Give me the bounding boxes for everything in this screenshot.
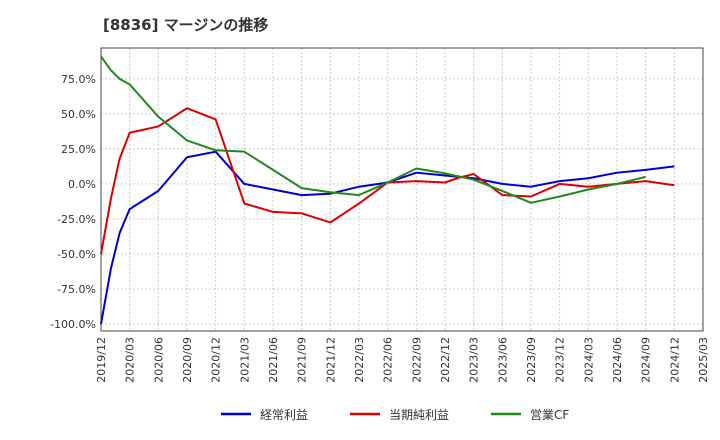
series-line-3: [100, 55, 646, 204]
x-tick-label: 2022/03: [353, 337, 366, 383]
x-tick-label: 2022/09: [410, 337, 423, 383]
x-tick-label: 2023/09: [525, 337, 538, 383]
x-tick-label: 2021/03: [238, 337, 251, 383]
y-tick-label: -100.0%: [50, 318, 96, 331]
x-tick-label: 2021/12: [324, 337, 337, 383]
x-tick-label: 2025/03: [697, 337, 710, 383]
y-tick-label: 75.0%: [61, 73, 96, 86]
y-tick-label: -50.0%: [57, 248, 96, 261]
y-tick-label: 0.0%: [68, 178, 96, 191]
chart-title: [8836] マージンの推移: [103, 16, 269, 34]
x-tick-label: 2022/12: [439, 337, 452, 383]
y-tick-label: 25.0%: [61, 143, 96, 156]
series-line-2: [100, 107, 675, 255]
plot-frame: [100, 47, 704, 332]
legend-label: 当期純利益: [389, 408, 449, 422]
x-tick-label: 2023/06: [496, 337, 509, 383]
x-tick-label: 2024/12: [668, 337, 681, 383]
x-tick-label: 2024/06: [611, 337, 624, 383]
x-tick-label: 2023/03: [468, 337, 481, 383]
x-tick-label: 2019/12: [95, 337, 108, 383]
legend-label: 営業CF: [530, 408, 569, 422]
x-tick-label: 2021/09: [296, 337, 309, 383]
y-tick-label: 50.0%: [61, 108, 96, 121]
y-tick-label: -25.0%: [57, 213, 96, 226]
x-tick-label: 2023/12: [554, 337, 567, 383]
x-tick-label: 2020/09: [181, 337, 194, 383]
legend-label: 経常利益: [260, 408, 308, 422]
x-tick-label: 2020/06: [152, 337, 165, 383]
x-tick-label: 2024/09: [640, 337, 653, 383]
x-tick-label: 2020/03: [124, 337, 137, 383]
x-tick-label: 2021/06: [267, 337, 280, 383]
y-tick-label: -75.0%: [57, 283, 96, 296]
x-tick-label: 2024/03: [582, 337, 595, 383]
x-tick-label: 2022/06: [382, 337, 395, 383]
series-line-1: [100, 150, 675, 325]
x-tick-label: 2020/12: [210, 337, 223, 383]
